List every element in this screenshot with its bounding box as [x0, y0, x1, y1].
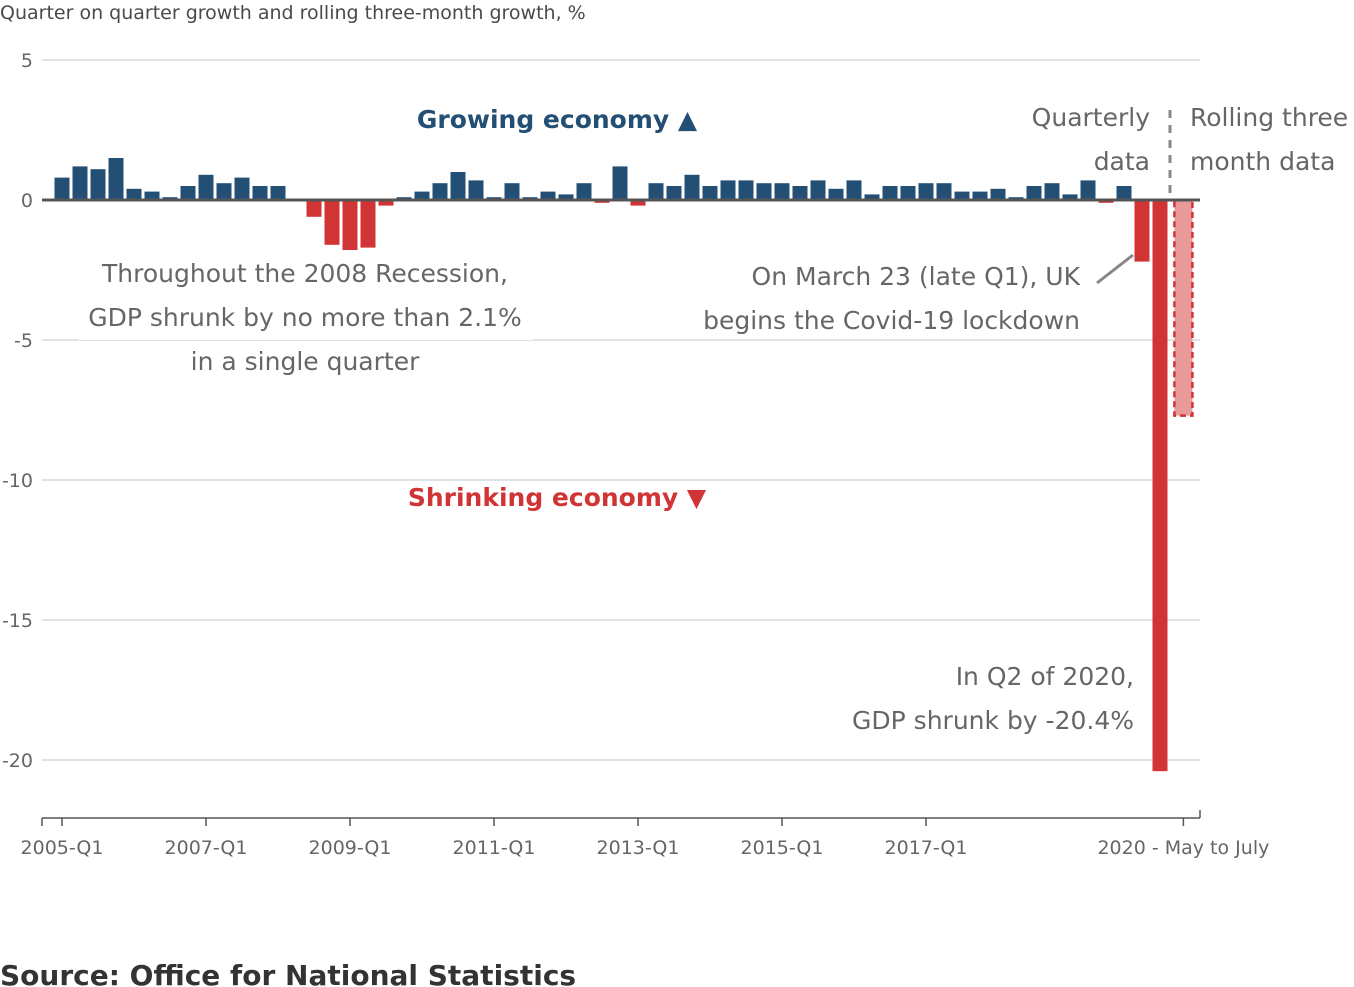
bar	[126, 188, 142, 200]
bar	[324, 200, 340, 245]
bar	[972, 191, 988, 200]
recession-annotation-line3: in a single quarter	[191, 347, 420, 376]
lockdown-annotation-pointer	[1096, 253, 1134, 285]
bar	[684, 174, 700, 200]
bar	[630, 200, 646, 206]
bar	[882, 186, 898, 200]
bar	[810, 180, 826, 200]
quarterly-data-label-line1: Quarterly	[1032, 103, 1151, 132]
bar	[828, 188, 844, 200]
bar	[1152, 200, 1168, 772]
bar	[252, 186, 268, 200]
bar	[1134, 200, 1150, 262]
rolling-data-label-line1: Rolling three	[1190, 103, 1348, 132]
bar	[1026, 186, 1042, 200]
x-tick-label: 2015-Q1	[741, 837, 824, 859]
bar	[414, 191, 430, 200]
bar	[270, 186, 286, 200]
bar	[936, 183, 952, 200]
bar	[738, 180, 754, 200]
y-axis-ticks: 5 0 -5 -10 -15 -20	[2, 50, 33, 772]
growing-economy-label: Growing economy ▲	[417, 105, 698, 134]
bar	[144, 191, 160, 200]
x-tick-label: 2017-Q1	[885, 837, 968, 859]
rolling-data-label-line2: month data	[1190, 147, 1335, 176]
rolling-bar-group	[42, 198, 1200, 417]
bar	[180, 186, 196, 200]
bar	[612, 166, 628, 200]
x-tick-label: 2011-Q1	[453, 837, 536, 859]
quarterly-data-label-line2: data	[1094, 147, 1150, 176]
bar	[846, 180, 862, 200]
bar	[648, 183, 664, 200]
recession-annotation-line1: Throughout the 2008 Recession,	[101, 259, 508, 288]
bar	[774, 183, 790, 200]
x-tick-label: 2007-Q1	[165, 837, 248, 859]
bar	[702, 186, 718, 200]
y-tick-label: -20	[2, 750, 33, 772]
bar	[198, 174, 214, 200]
x-axis: 2005-Q1 2007-Q1 2009-Q1 2011-Q1 2013-Q1 2015-…	[21, 810, 1269, 859]
bar	[504, 183, 520, 200]
bar	[432, 183, 448, 200]
y-tick-label: 5	[21, 50, 33, 72]
bar	[450, 172, 466, 200]
source-note: Source: Office for National Statistics	[0, 959, 576, 987]
bar	[1116, 186, 1132, 200]
recession-annotation-background	[78, 250, 533, 340]
rolling-three-month-bar	[1173, 198, 1194, 417]
y-tick-label: -10	[2, 470, 33, 492]
lockdown-annotation-line1: On March 23 (late Q1), UK	[752, 262, 1081, 291]
bar	[954, 191, 970, 200]
q2-annotation-line2: GDP shrunk by -20.4%	[852, 706, 1134, 735]
bar	[1062, 194, 1078, 200]
y-tick-label: -5	[14, 330, 33, 352]
bar	[864, 194, 880, 200]
y-tick-label: 0	[21, 190, 33, 212]
grid-lines	[42, 59, 1200, 761]
bar	[1080, 180, 1096, 200]
bar	[558, 194, 574, 200]
bar	[360, 200, 376, 248]
bar	[918, 183, 934, 200]
bar	[342, 200, 358, 259]
bar	[792, 186, 808, 200]
bar	[756, 183, 772, 200]
bar	[468, 180, 484, 200]
bar	[666, 186, 682, 200]
bar	[234, 177, 250, 200]
bar	[216, 183, 232, 200]
lockdown-annotation-line2: begins the Covid-19 lockdown	[703, 306, 1080, 335]
bar	[540, 191, 556, 200]
bar	[54, 177, 70, 200]
bar	[306, 200, 322, 217]
bar	[990, 188, 1006, 200]
bar	[108, 158, 124, 200]
bar	[378, 200, 394, 206]
chart-subtitle: Quarter on quarter growth and rolling th…	[0, 2, 586, 24]
bar	[900, 186, 916, 200]
bar	[72, 166, 88, 200]
bar	[720, 180, 736, 200]
bar	[1044, 183, 1060, 200]
x-tick-label: 2020 - May to July	[1097, 837, 1269, 859]
x-tick-label: 2013-Q1	[597, 837, 680, 859]
q2-annotation-line1: In Q2 of 2020,	[956, 662, 1134, 691]
shrinking-economy-label: Shrinking economy ▼	[408, 483, 707, 512]
bar	[90, 169, 106, 200]
recession-annotation-line2: GDP shrunk by no more than 2.1%	[88, 303, 522, 332]
x-tick-label: 2009-Q1	[309, 837, 392, 859]
x-tick-label: 2005-Q1	[21, 837, 104, 859]
bar	[576, 183, 592, 200]
y-tick-label: -15	[2, 610, 33, 632]
